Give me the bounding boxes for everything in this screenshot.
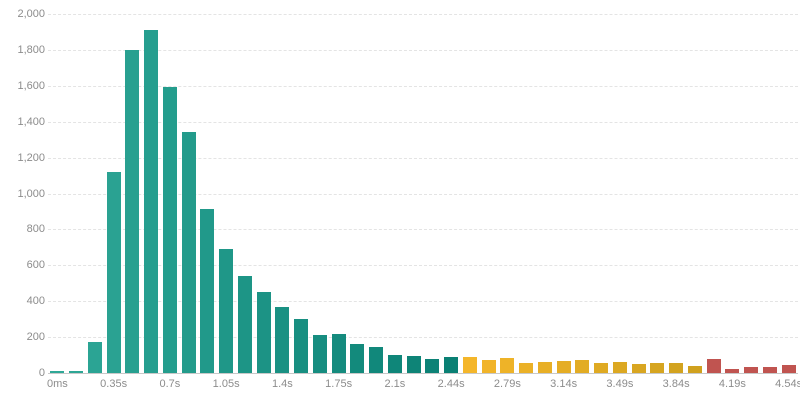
- histogram-bar[interactable]: [106, 171, 121, 373]
- x-axis-tick-label: 1.05s: [212, 378, 240, 390]
- x-axis-tick-label: 3.14s: [550, 378, 578, 390]
- histogram-bar[interactable]: [312, 335, 327, 373]
- y-axis-tick-label: 1,800: [17, 43, 45, 56]
- histogram-bar[interactable]: [594, 362, 609, 373]
- histogram-bar[interactable]: [294, 319, 309, 373]
- x-axis-tick-label: 0ms: [46, 378, 68, 390]
- histogram-bar[interactable]: [500, 358, 515, 373]
- y-axis-tick-label: 200: [26, 331, 45, 344]
- y-axis-tick-label: 800: [26, 223, 45, 236]
- histogram-bar[interactable]: [481, 359, 496, 373]
- x-axis-tick-label: 2.79s: [493, 378, 521, 390]
- x-axis-tick-label: 2.1s: [384, 378, 406, 390]
- histogram-bar[interactable]: [631, 364, 646, 373]
- histogram-bar[interactable]: [744, 366, 759, 373]
- x-axis-tick-label: 0.7s: [159, 378, 181, 390]
- histogram-bar[interactable]: [556, 360, 571, 373]
- histogram-bar[interactable]: [762, 367, 777, 373]
- y-axis-tick-label: 1,000: [17, 187, 45, 200]
- x-axis-tick-label: 3.49s: [606, 378, 634, 390]
- histogram-bar[interactable]: [275, 306, 290, 373]
- y-axis-tick-label: 0: [38, 367, 45, 379]
- histogram-bar[interactable]: [144, 30, 159, 373]
- histogram-bar[interactable]: [781, 365, 796, 373]
- histogram-bar[interactable]: [519, 362, 534, 373]
- histogram-bar[interactable]: [387, 355, 402, 373]
- gridline: [48, 301, 798, 303]
- histogram-bar[interactable]: [162, 86, 177, 373]
- histogram-bar[interactable]: [650, 363, 665, 373]
- y-axis-tick-label: 1,200: [17, 151, 45, 164]
- histogram-bar[interactable]: [537, 361, 552, 373]
- histogram-bar[interactable]: [50, 371, 65, 373]
- x-axis-tick-label: 2.44s: [437, 378, 465, 390]
- gridline: [48, 193, 798, 195]
- histogram-bar[interactable]: [575, 359, 590, 373]
- gridline: [48, 229, 798, 231]
- x-axis-tick-label: 1.4s: [271, 378, 293, 390]
- histogram-bar[interactable]: [687, 365, 702, 373]
- gridline: [48, 157, 798, 159]
- histogram-bar[interactable]: [331, 334, 346, 373]
- histogram-bar[interactable]: [219, 249, 234, 373]
- histogram-bar[interactable]: [256, 292, 271, 373]
- histogram-bar[interactable]: [444, 356, 459, 373]
- histogram-bar[interactable]: [350, 344, 365, 373]
- histogram-bar[interactable]: [87, 341, 102, 373]
- histogram-bar[interactable]: [406, 355, 421, 373]
- y-axis-tick-label: 2,000: [17, 8, 45, 20]
- histogram-bar[interactable]: [69, 371, 84, 373]
- histogram-bar[interactable]: [237, 276, 252, 373]
- gridline: [48, 14, 798, 15]
- x-axis-line: [48, 373, 798, 374]
- histogram-bar[interactable]: [669, 363, 684, 373]
- x-axis-tick-label: 4.19s: [718, 378, 746, 390]
- y-axis-tick-label: 1,600: [17, 79, 45, 92]
- gridline: [48, 49, 798, 51]
- x-axis-tick-label: 3.84s: [662, 378, 690, 390]
- y-axis-tick-label: 600: [26, 259, 45, 272]
- gridline: [48, 121, 798, 123]
- x-axis-tick-label: 4.54s: [775, 378, 800, 390]
- histogram-bar[interactable]: [612, 361, 627, 373]
- histogram-bar[interactable]: [125, 49, 140, 373]
- histogram-bar[interactable]: [200, 208, 215, 373]
- y-axis-tick-label: 1,400: [17, 115, 45, 128]
- histogram-bar[interactable]: [462, 356, 477, 373]
- x-axis-tick-label: 0.35s: [100, 378, 128, 390]
- histogram-bar[interactable]: [706, 359, 721, 373]
- x-axis-tick-label: 1.75s: [325, 378, 353, 390]
- histogram-bar[interactable]: [725, 368, 740, 373]
- histogram-bar[interactable]: [181, 131, 196, 373]
- gridline: [48, 265, 798, 267]
- gridline: [48, 85, 798, 87]
- gridline: [48, 337, 798, 339]
- histogram-bar[interactable]: [369, 346, 384, 373]
- histogram-bar[interactable]: [425, 358, 440, 373]
- y-axis-tick-label: 400: [26, 295, 45, 308]
